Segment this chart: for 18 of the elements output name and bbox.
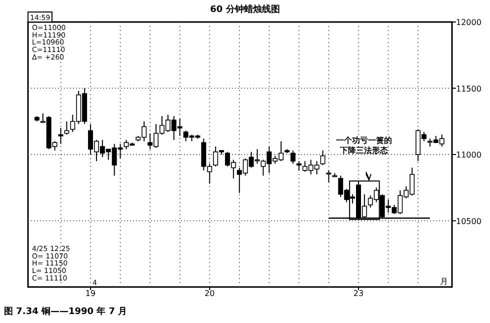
- y-tick-label: 10500: [456, 216, 482, 226]
- candlestick: [296, 160, 302, 171]
- y-tick-label: 12000: [456, 18, 482, 26]
- candlestick: [64, 120, 70, 136]
- x-tick-label: 19: [85, 289, 96, 298]
- candlestick: [326, 170, 332, 183]
- y-tick-label: 11500: [456, 84, 482, 93]
- candlestick: [320, 150, 326, 166]
- chart-title: 60 分钟蜡烛线图: [210, 4, 280, 15]
- x-tick-label: 23: [353, 289, 364, 298]
- x-tick-label: 20: [204, 289, 215, 298]
- candlestick: [58, 128, 64, 144]
- annotation: 一个功亏一篑的: [336, 136, 392, 145]
- y-tick-label: 11000: [456, 150, 482, 159]
- candlestick: [290, 150, 296, 164]
- caption: 图 7.34 铜——1990 年 7 月: [4, 306, 128, 317]
- annotation: 月: [440, 277, 448, 286]
- annotation: 下降三法形态: [339, 146, 389, 155]
